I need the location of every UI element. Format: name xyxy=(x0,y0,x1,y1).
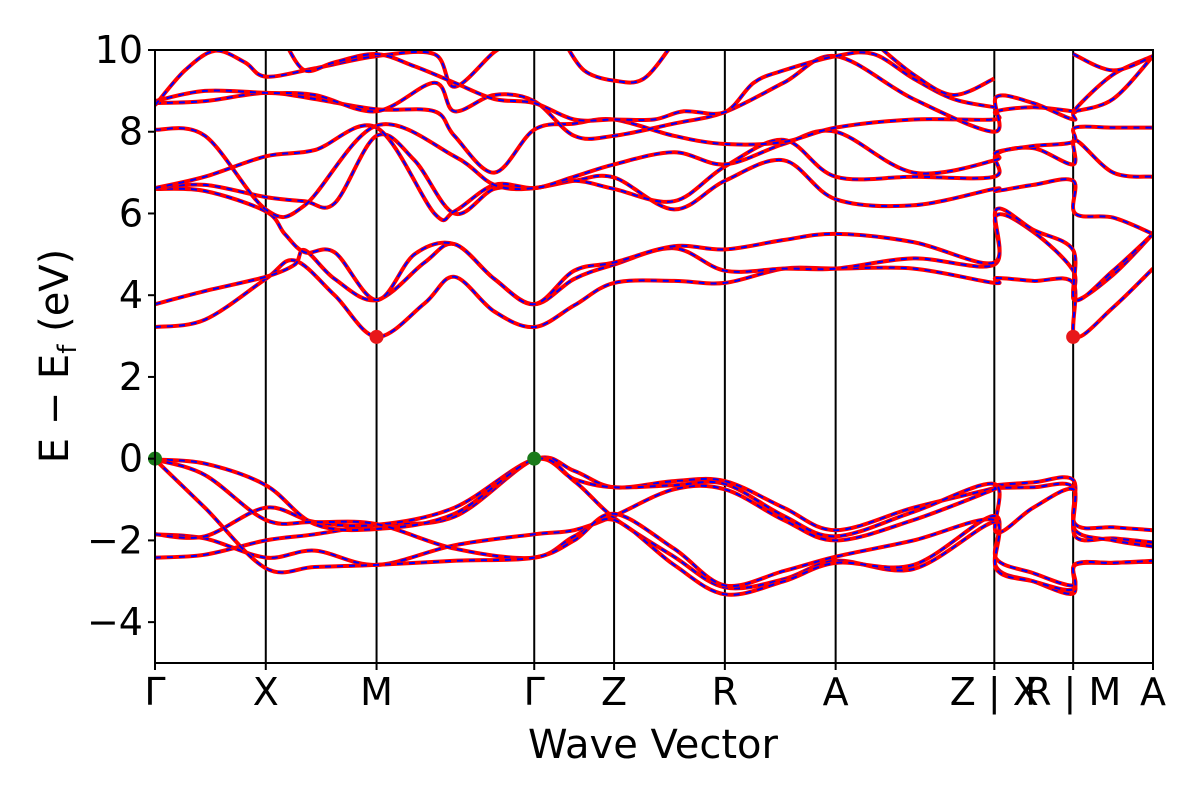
band-line-dashed xyxy=(155,259,1153,339)
band-line-dashed xyxy=(288,50,995,122)
vbm-marker xyxy=(527,451,542,466)
band-line-dashed xyxy=(567,50,670,84)
band-line xyxy=(155,50,501,107)
band-line xyxy=(155,53,1153,141)
y-tick-label: 0 xyxy=(119,437,143,481)
y-axis-title-unit: (eV) xyxy=(32,249,78,345)
band-line-dashed xyxy=(155,482,1153,566)
band-line-dashed xyxy=(155,187,1153,306)
y-axis-title-subscript: f xyxy=(53,344,83,354)
x-tick-label: Γ xyxy=(144,670,165,714)
plot-frame xyxy=(154,49,1154,664)
x-tick-label: M xyxy=(360,670,393,714)
y-tick-label: 10 xyxy=(95,28,143,72)
x-tick-label: Γ xyxy=(524,670,545,714)
band-line-dashed xyxy=(155,213,1153,306)
kpoint-lines xyxy=(264,50,1075,663)
extrema-markers xyxy=(148,329,1081,466)
x-axis-title: Wave Vector xyxy=(528,722,779,768)
band-line xyxy=(155,258,1153,340)
cbm-marker xyxy=(369,329,384,344)
y-tick-label: 8 xyxy=(119,110,143,154)
band-line-dashed xyxy=(155,55,1153,174)
cbm-marker xyxy=(1066,329,1081,344)
x-tick-label: X xyxy=(253,670,279,714)
band-line xyxy=(155,458,1153,593)
x-tick-label: Z xyxy=(601,670,627,714)
y-tick-label: −4 xyxy=(87,600,143,644)
y-tick-label: 2 xyxy=(119,355,143,399)
band-line-dashed xyxy=(155,456,1153,559)
band-line-dashed xyxy=(155,457,1153,548)
y-axis-ticks: −4 −2 0 2 4 6 8 10 xyxy=(87,28,155,644)
band-line-dashed xyxy=(155,50,500,106)
x-tick-label: R xyxy=(712,670,738,714)
y-axis-title-main: E − E xyxy=(32,354,78,464)
band-lines xyxy=(155,50,1153,597)
band-line-dashed xyxy=(155,458,1153,592)
y-axis-title: E − Ef (eV) xyxy=(32,249,83,464)
x-tick-label: A xyxy=(1140,670,1166,714)
x-axis-ticks: Γ X M Γ Z R A Z | XR | M A xyxy=(144,663,1166,715)
band-line xyxy=(566,50,671,85)
band-line-dashed xyxy=(155,123,1153,218)
y-tick-label: 6 xyxy=(119,191,143,235)
x-tick-label: A xyxy=(823,670,849,714)
y-tick-label: −2 xyxy=(87,518,143,562)
y-tick-label: 4 xyxy=(119,273,143,317)
band-line-dashed xyxy=(881,50,995,97)
band-line-dashed xyxy=(155,458,1153,596)
band-line xyxy=(155,212,1153,307)
x-tick-label: Z | X xyxy=(950,670,1039,715)
band-line-dashed xyxy=(1072,53,1153,72)
x-tick-label: R | M xyxy=(1025,670,1121,715)
band-line-dashed xyxy=(155,124,1153,222)
